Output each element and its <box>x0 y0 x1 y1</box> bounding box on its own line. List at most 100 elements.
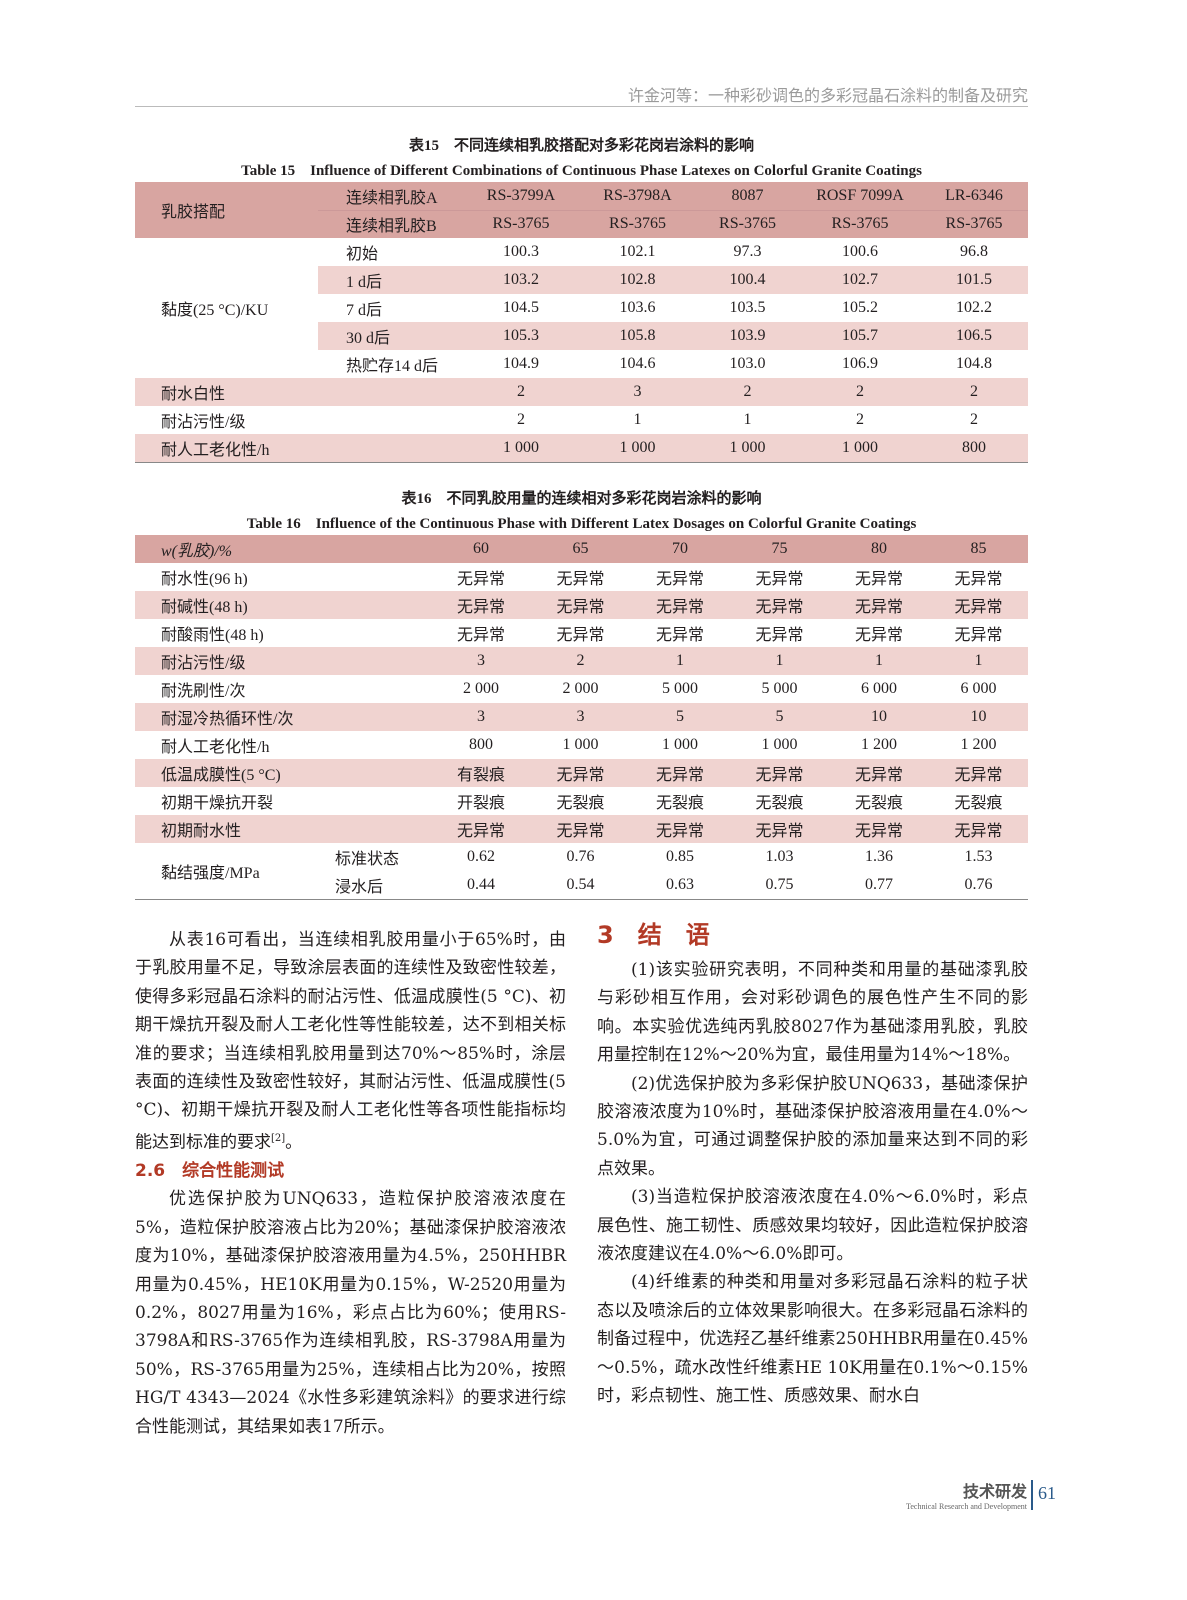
table-row: 低温成膜性(5 °C) 有裂痕 无异常 无异常 无异常 无异常 无异常 <box>135 759 1028 787</box>
section-heading-2-6: 2.6 综合性能测试 <box>135 1157 566 1185</box>
table-cell: 6 000 <box>861 680 897 697</box>
section-title: 综合性能测试 <box>182 1160 285 1181</box>
table-row: 黏度(25 °C)/KU 初始 100.3 102.1 97.3 100.6 96.8 <box>135 238 1028 378</box>
table-cell: 2 <box>920 378 1028 406</box>
table-cell: 1 000 <box>580 434 695 462</box>
citation: [2] <box>271 1132 286 1144</box>
table-cell: 无异常 <box>854 627 903 644</box>
table-cell: 无异常 <box>431 815 531 843</box>
left-column: 从表16可看出，当连续相乳胶用量小于65%时，由于乳胶用量不足，导致涂层表面的连… <box>135 926 566 1441</box>
table-cell: 2 <box>800 378 920 406</box>
paragraph: (2)优选保护胶为多彩保护胶UNQ633，基础漆保护胶溶液浓度为10%时，基础漆… <box>597 1073 1028 1179</box>
page-number: 61 <box>1038 1483 1056 1503</box>
table-cell: 106.9 <box>842 355 878 372</box>
table-cell: 无异常 <box>755 571 804 588</box>
table-cell: 无异常 <box>531 591 630 619</box>
table-cell: 100.6 <box>842 243 878 260</box>
table-cell: 0.75 <box>765 875 794 893</box>
table-row: 耐洗刷性/次 2 000 2 000 5 000 5 000 6 000 6 000 <box>135 675 1028 703</box>
table-cell: 0.77 <box>865 875 893 893</box>
table-cell: 3 <box>531 703 630 731</box>
table-cell: 1 <box>743 411 752 428</box>
row-header: 连续相乳胶A <box>318 182 462 210</box>
table-cell: 5 <box>630 703 730 731</box>
table-cell: 2 <box>517 411 525 428</box>
table-cell: 1 <box>829 647 929 675</box>
table-cell: 1 000 <box>462 434 580 462</box>
table-cell: 无异常 <box>929 591 1028 619</box>
table-cell: 2 000 <box>562 680 599 697</box>
section-number: 3 <box>597 921 614 949</box>
column-header: 70 <box>630 535 730 563</box>
table-row: 耐水性(96 h) 无异常 无异常 无异常 无异常 无异常 无异常 <box>135 563 1028 591</box>
table-15: 乳胶搭配 连续相乳胶A RS-3799A RS-3798A 8087 ROSF 7099A… <box>135 182 1028 463</box>
table-cell: 5 000 <box>761 680 798 697</box>
table-cell: 103.9 <box>695 322 800 350</box>
row-header: 黏结强度/MPa <box>161 864 260 882</box>
row-label: 30 d后 <box>318 322 462 350</box>
table-cell: 105.2 <box>842 299 878 316</box>
table-cell: 无异常 <box>531 815 630 843</box>
table-cell: 无异常 <box>730 815 829 843</box>
row-label: 耐酸雨性(48 h) <box>161 627 264 644</box>
table-cell: 3 <box>431 647 531 675</box>
row-label: 耐水白性 <box>135 378 462 406</box>
table-cell: 无异常 <box>655 627 704 644</box>
table-row: 初期干燥抗开裂 开裂痕 无裂痕 无裂痕 无裂痕 无裂痕 无裂痕 <box>135 787 1028 815</box>
column-header: 85 <box>929 535 1028 563</box>
table-cell: 1 000 <box>562 736 599 753</box>
table-cell: 1.03 <box>765 848 794 865</box>
table-row: 耐人工老化性/h 800 1 000 1 000 1 000 1 200 1 200 <box>135 731 1028 759</box>
table-cell: 2 000 <box>463 680 499 697</box>
table-cell: 1 <box>630 647 730 675</box>
row-label: 低温成膜性(5 °C) <box>135 759 431 787</box>
table-cell: 1 000 <box>662 736 698 753</box>
row-label: 耐沾污性/级 <box>135 647 431 675</box>
table-cell: 2 <box>695 378 800 406</box>
table-cell: 10 <box>829 703 929 731</box>
table-cell: 2 <box>462 378 580 406</box>
row-label: 耐沾污性/级 <box>161 414 246 431</box>
table-cell: 102.8 <box>580 266 695 294</box>
right-column: 3 结 语 (1)该实验研究表明，不同种类和用量的基础漆乳胶与彩砂相互作用，会对… <box>597 916 1028 1411</box>
paragraph: (3)当造粒保护胶溶液浓度在4.0%～6.0%时，彩点展色性、施工韧性、质感效果… <box>597 1187 1028 1265</box>
table-cell: 开裂痕 <box>456 795 505 812</box>
table-cell: 无异常 <box>556 627 605 644</box>
row-header: w(乳胶)/% <box>135 535 431 563</box>
table-cell: 1 <box>730 647 829 675</box>
footer-divider <box>1031 1480 1033 1510</box>
row-label: 耐人工老化性/h <box>135 434 462 462</box>
table-header-row: 乳胶搭配 连续相乳胶A RS-3799A RS-3798A 8087 ROSF 7099A… <box>135 182 1028 238</box>
row-header: 连续相乳胶B <box>318 209 462 238</box>
table-cell: 0.44 <box>467 875 495 893</box>
paragraph: 优选保护胶为UNQ633，造粒保护胶溶液浓度在5%，造粒保护胶溶液占比为20%；… <box>135 1189 566 1437</box>
table-cell: 无异常 <box>431 591 531 619</box>
footer-section-en: Technical Research and Development <box>906 1502 1027 1511</box>
table-cell: 105.8 <box>580 322 695 350</box>
table-cell: 2 <box>856 411 864 428</box>
table-cell: 2 <box>531 647 630 675</box>
table-header-row: w(乳胶)/% 60 65 70 75 80 85 <box>135 535 1028 563</box>
table-row: 黏结强度/MPa 标准状态 0.62 0.76 0.85 1.03 1.36 1.53 <box>135 843 1028 882</box>
section-title: 结 语 <box>637 921 710 949</box>
table-cell: 800 <box>469 736 493 753</box>
table-cell: 3 <box>580 378 695 406</box>
row-label: 1 d后 <box>318 266 462 294</box>
table-cell: 0.85 <box>666 848 694 865</box>
table-cell: 无异常 <box>829 591 929 619</box>
row-label: 初始 <box>346 246 379 263</box>
table-cell: 无异常 <box>829 759 929 787</box>
table-cell: 2 <box>970 411 978 428</box>
table-cell: 无异常 <box>854 571 903 588</box>
table-cell: 无裂痕 <box>854 795 903 812</box>
table-cell: 1 000 <box>800 434 920 462</box>
header-divider <box>135 106 1028 107</box>
table-row: 耐沾污性/级 2 1 1 2 2 <box>135 406 1028 434</box>
table-cell: 0.62 <box>467 848 495 865</box>
row-label: 7 d后 <box>346 302 383 319</box>
table-cell: 105.3 <box>462 322 580 350</box>
table-cell: 0.76 <box>566 848 595 865</box>
column-header: ROSF 7099A <box>800 182 920 210</box>
table-cell: 无异常 <box>829 815 929 843</box>
table-cell: 3 <box>431 703 531 731</box>
